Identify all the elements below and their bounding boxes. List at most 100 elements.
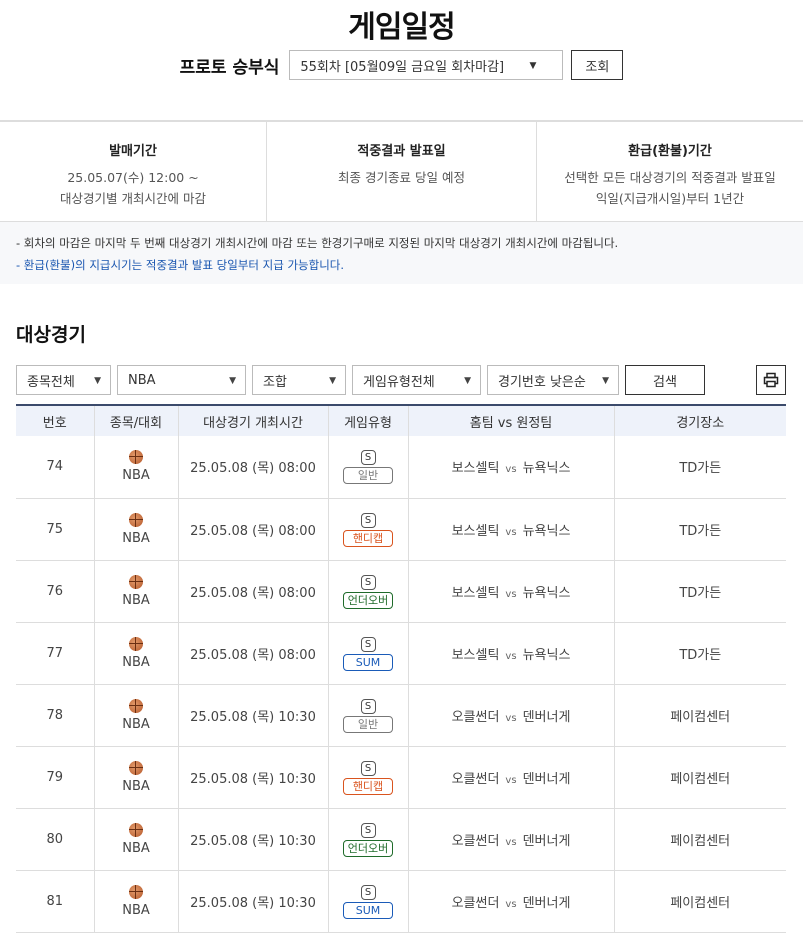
- print-button[interactable]: [756, 365, 786, 395]
- game-time: 25.05.08 (목) 10:30: [178, 746, 329, 809]
- caret-down-icon: ▼: [602, 376, 609, 386]
- game-type-badge: 언더오버: [342, 591, 394, 609]
- query-button[interactable]: 조회: [571, 50, 624, 80]
- s-icon: S: [360, 574, 376, 590]
- game-type-select[interactable]: 게임유형전체 ▼: [352, 365, 481, 395]
- sale-period: 발매기간 25.05.07(수) 12:00 ~ 대상경기별 개최시간에 마감: [0, 122, 267, 221]
- away-team: 덴버너게: [522, 709, 571, 725]
- table-row[interactable]: 74 NBA 25.05.08 (목) 08:00 S 일반 보스셀틱 vs 뉴욕닉스…: [16, 436, 786, 499]
- basketball-icon: [129, 636, 143, 651]
- game-type-cell: S 일반: [328, 684, 409, 747]
- game-number: 80: [16, 808, 95, 871]
- game-type-cell: S SUM: [328, 870, 409, 933]
- venue: 페이컴센터: [614, 808, 786, 871]
- info-heading: 발매기간: [109, 144, 157, 159]
- game-type-cell: S 핸디캡: [328, 498, 409, 561]
- teams-cell: 보스셀틱 vs 뉴욕닉스: [408, 498, 615, 561]
- col-header: 대상경기 개최시간: [178, 404, 329, 436]
- league-select[interactable]: NBA ▼: [117, 365, 246, 395]
- round-selector-row: 프로토 승부식 55회차 [05월09일 금요일 회차마감] ▼ 조회: [0, 50, 803, 80]
- vs-label: vs: [505, 650, 517, 662]
- info-heading: 환급(환불)기간: [628, 144, 712, 159]
- league-cell: NBA: [94, 746, 179, 809]
- s-icon: S: [360, 698, 376, 714]
- venue: 페이컴센터: [614, 746, 786, 809]
- col-header: 게임유형: [328, 404, 409, 436]
- vs-label: vs: [505, 464, 517, 476]
- basketball-icon: [129, 884, 143, 899]
- game-number: 81: [16, 870, 95, 933]
- select-value: 종목전체: [27, 374, 75, 390]
- refund-period: 환급(환불)기간 선택한 모든 대상경기의 적중결과 발표일 익일(지급개시일)부터…: [537, 122, 803, 221]
- game-time: 25.05.08 (목) 10:30: [178, 808, 329, 871]
- away-team: 덴버너게: [522, 771, 571, 787]
- league-cell: NBA: [94, 808, 179, 871]
- game-number: 77: [16, 622, 95, 685]
- s-icon: S: [360, 636, 376, 652]
- venue: TD가든: [614, 560, 786, 623]
- col-header: 번호: [16, 404, 95, 436]
- search-button[interactable]: 검색: [625, 365, 705, 395]
- game-time: 25.05.08 (목) 10:30: [178, 684, 329, 747]
- info-text: 익일(지급개시일)부터 1년간: [595, 191, 745, 206]
- teams-cell: 오클썬더 vs 덴버너게: [408, 808, 615, 871]
- note: - 회차의 마감은 마지막 두 번째 대상경기 개최시간에 마감 또는 한경기구…: [16, 236, 619, 250]
- col-header: 종목/대회: [94, 404, 179, 436]
- home-team: 보스셀틱: [451, 461, 500, 477]
- teams-cell: 오클썬더 vs 덴버너게: [408, 870, 615, 933]
- venue: 페이컴센터: [614, 684, 786, 747]
- s-icon: S: [360, 884, 376, 900]
- game-time: 25.05.08 (목) 08:00: [178, 622, 329, 685]
- league-name: NBA: [122, 654, 150, 670]
- league-name: NBA: [122, 902, 150, 918]
- table-row[interactable]: 77 NBA 25.05.08 (목) 08:00 S SUM 보스셀틱 vs 뉴욕닉…: [16, 622, 786, 685]
- table-row[interactable]: 80 NBA 25.05.08 (목) 10:30 S 언더오버 오클썬더 vs 덴버…: [16, 808, 786, 871]
- game-number: 75: [16, 498, 95, 561]
- game-number: 78: [16, 684, 95, 747]
- league-name: NBA: [122, 530, 150, 546]
- league-cell: NBA: [94, 870, 179, 933]
- note: - 환급(환불)의 지급시기는 적중결과 발표 당일부터 지급 가능합니다.: [16, 258, 345, 272]
- select-value: NBA: [128, 372, 156, 388]
- game-type-cell: S SUM: [328, 622, 409, 685]
- away-team: 덴버너게: [522, 833, 571, 849]
- teams-cell: 오클썬더 vs 덴버너게: [408, 684, 615, 747]
- caret-down-icon: ▼: [94, 376, 101, 386]
- league-name: NBA: [122, 716, 150, 732]
- sort-select[interactable]: 경기번호 낮은순 ▼: [487, 365, 619, 395]
- home-team: 오클썬더: [451, 709, 500, 725]
- game-type-cell: S 일반: [328, 436, 409, 499]
- table-row[interactable]: 76 NBA 25.05.08 (목) 08:00 S 언더오버 보스셀틱 vs 뉴욕…: [16, 560, 786, 623]
- league-name: NBA: [122, 840, 150, 856]
- game-number: 79: [16, 746, 95, 809]
- basketball-icon: [129, 512, 143, 527]
- s-icon: S: [360, 760, 376, 776]
- game-type-badge: SUM: [343, 901, 393, 919]
- table-row[interactable]: 75 NBA 25.05.08 (목) 08:00 S 핸디캡 보스셀틱 vs 뉴욕닉…: [16, 498, 786, 561]
- table-row[interactable]: 81 NBA 25.05.08 (목) 10:30 S SUM 오클썬더 vs 덴버너…: [16, 870, 786, 933]
- vs-label: vs: [505, 526, 517, 538]
- game-type-badge: 언더오버: [342, 839, 394, 857]
- round-select[interactable]: 55회차 [05월09일 금요일 회차마감] ▼: [289, 50, 564, 80]
- venue: TD가든: [614, 622, 786, 685]
- sport-select[interactable]: 종목전체 ▼: [16, 365, 111, 395]
- league-name: NBA: [122, 778, 150, 794]
- home-team: 보스셀틱: [451, 585, 500, 601]
- game-time: 25.05.08 (목) 10:30: [178, 870, 329, 933]
- away-team: 뉴욕닉스: [522, 461, 571, 477]
- game-time: 25.05.08 (목) 08:00: [178, 436, 329, 499]
- table-row[interactable]: 78 NBA 25.05.08 (목) 10:30 S 일반 오클썬더 vs 덴버너게…: [16, 684, 786, 747]
- game-type-cell: S 언더오버: [328, 808, 409, 871]
- select-value: 경기번호 낮은순: [498, 374, 586, 390]
- home-team: 보스셀틱: [451, 647, 500, 663]
- filters: 종목전체 ▼ NBA ▼ 조합 ▼ 게임유형전체 ▼ 경기번호 낮은순 ▼ 검색: [16, 365, 705, 395]
- teams-cell: 오클썬더 vs 덴버너게: [408, 746, 615, 809]
- select-value: 조합: [263, 374, 287, 390]
- vs-label: vs: [505, 898, 517, 910]
- select-value: 게임유형전체: [363, 374, 435, 390]
- printer-icon: [763, 372, 779, 388]
- table-row[interactable]: 79 NBA 25.05.08 (목) 10:30 S 핸디캡 오클썬더 vs 덴버너…: [16, 746, 786, 809]
- type-select[interactable]: 조합 ▼: [252, 365, 346, 395]
- s-icon: S: [360, 450, 376, 466]
- game-type-badge: 핸디캡: [343, 777, 393, 795]
